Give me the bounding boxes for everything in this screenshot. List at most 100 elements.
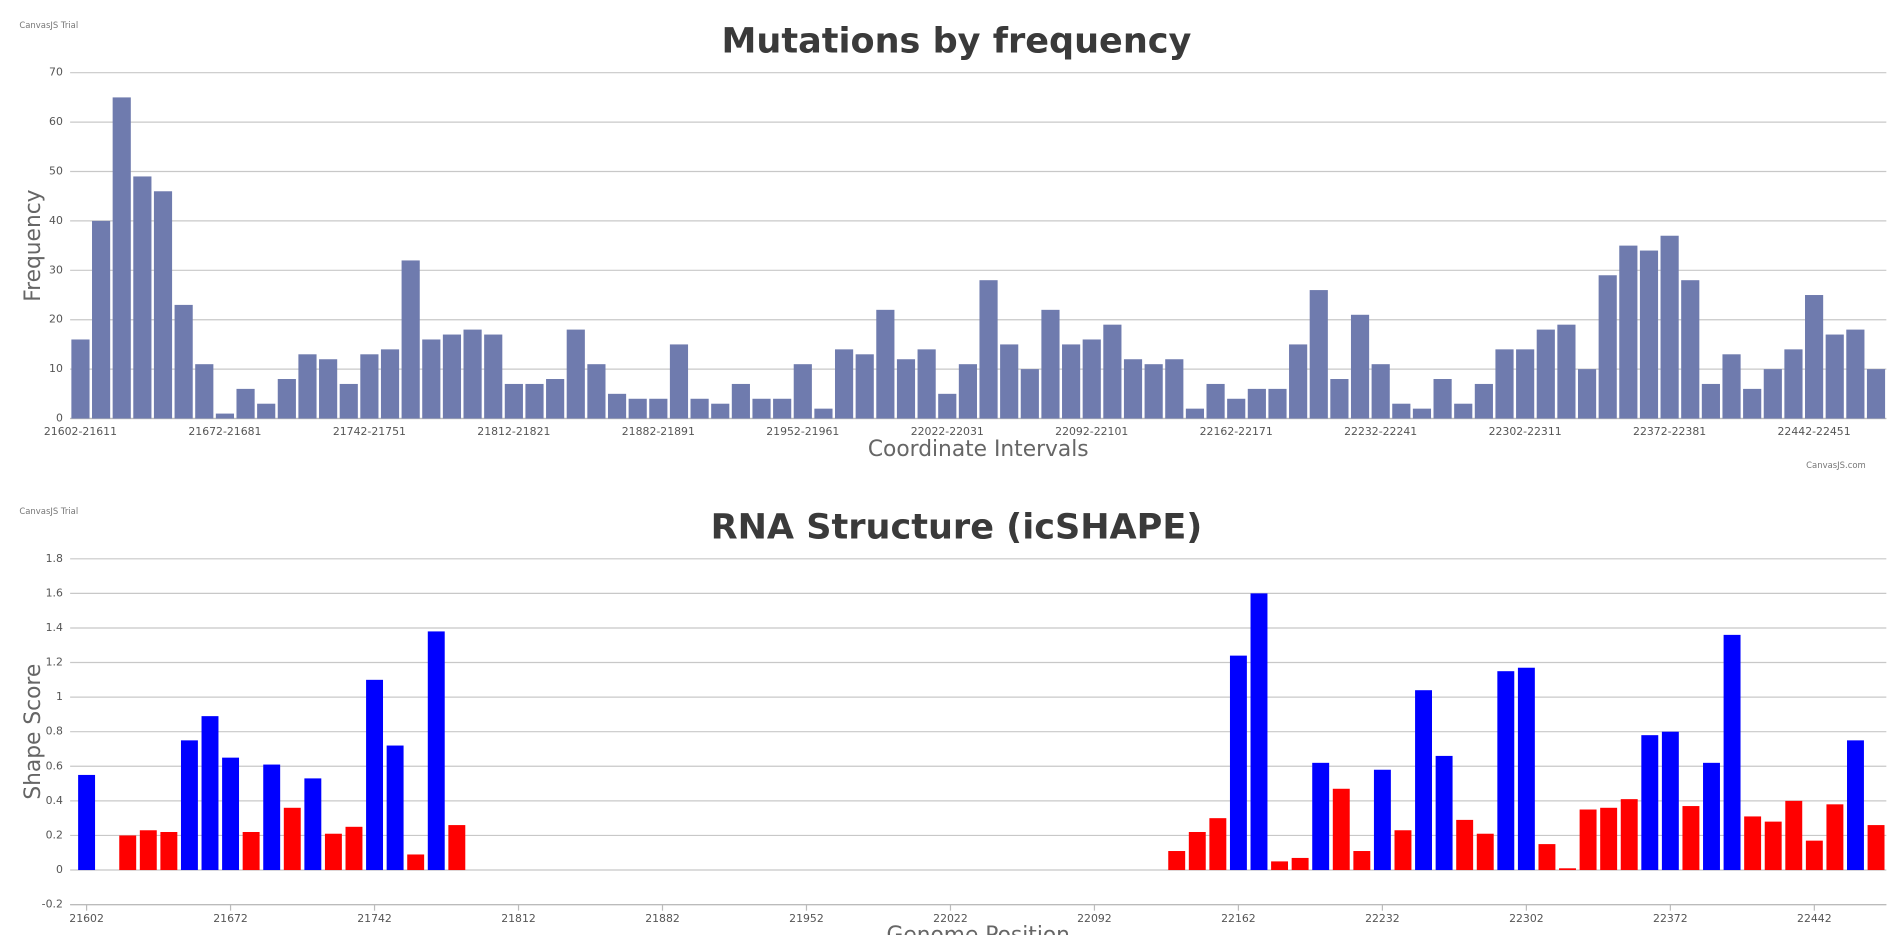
x-axis-title: Genome Position (886, 923, 1070, 935)
bar (1600, 807, 1618, 871)
bar (1456, 819, 1474, 871)
bar (298, 354, 317, 419)
y-tick-label: 0 (56, 863, 63, 876)
y-tick-label: 0.2 (46, 828, 63, 841)
x-tick-label: 21602-21611 (44, 425, 117, 438)
bar (304, 778, 322, 871)
bar (1598, 275, 1617, 419)
bar (1353, 851, 1371, 871)
bar (401, 260, 420, 419)
x-tick-label: 21882-21891 (622, 425, 695, 438)
bar (1826, 804, 1844, 871)
bar (119, 835, 137, 871)
bar (407, 854, 425, 871)
bar (1330, 379, 1349, 419)
bar (222, 757, 240, 871)
bar (1764, 821, 1782, 871)
bar (1020, 369, 1039, 419)
bar (1371, 364, 1390, 419)
bar (938, 393, 957, 419)
x-tick-label: 21672 (213, 912, 248, 925)
bar (1661, 731, 1679, 871)
bar (92, 220, 111, 419)
x-tick-label: 21742 (357, 912, 392, 925)
bar (1312, 762, 1330, 871)
x-tick-label: 22372-22381 (1633, 425, 1706, 438)
y-tick-label: 30 (49, 263, 63, 276)
x-tick-label: 21812 (501, 912, 536, 925)
credit: CanvasJS.com (1806, 460, 1866, 470)
bar (422, 339, 441, 419)
bar (1209, 818, 1227, 871)
x-tick-label: 22442 (1797, 912, 1832, 925)
bar (1123, 359, 1143, 419)
bar (1743, 388, 1762, 419)
x-tick-label: 22232-22241 (1344, 425, 1417, 438)
bar (215, 413, 235, 419)
bar (504, 383, 523, 419)
bar (78, 774, 96, 871)
bar (1846, 329, 1865, 419)
bar (607, 393, 627, 419)
bar (1435, 755, 1453, 871)
y-tick-label: 10 (49, 362, 63, 375)
y-tick-label: -0.2 (42, 898, 63, 911)
x-tick-label: 21952 (789, 912, 824, 925)
bar (380, 349, 400, 419)
bar (442, 334, 462, 419)
bar (1103, 324, 1122, 419)
bar (1289, 344, 1308, 419)
x-tick-label: 22232 (1365, 912, 1400, 925)
bar (71, 339, 90, 419)
y-tick-label: 60 (49, 115, 63, 128)
bar (1206, 383, 1225, 419)
bar (752, 398, 771, 419)
bar (979, 280, 998, 419)
bar (139, 830, 157, 871)
bar (628, 398, 647, 419)
bar (1639, 250, 1659, 419)
bar (386, 745, 404, 871)
bar (160, 831, 178, 871)
x-tick-label: 21602 (69, 912, 104, 925)
bar (1641, 735, 1659, 871)
bar (1247, 388, 1266, 419)
bar (1825, 334, 1844, 419)
bar (1350, 314, 1370, 419)
bar (1703, 762, 1720, 871)
bar (1415, 690, 1433, 871)
bar (112, 97, 131, 419)
bar (1433, 379, 1452, 419)
x-tick-label: 21882 (645, 912, 680, 925)
y-tick-label: 1 (56, 690, 63, 703)
bar (958, 364, 977, 419)
bar (283, 807, 301, 871)
bar (1412, 408, 1432, 419)
chart-title: RNA Structure (icSHAPE) (711, 507, 1203, 548)
bar (1188, 831, 1206, 871)
bar (1394, 830, 1412, 871)
bar (277, 379, 296, 419)
bar (1041, 309, 1060, 419)
bar (484, 334, 503, 419)
bar (1557, 324, 1576, 419)
bar (1144, 364, 1163, 419)
y-tick-label: 20 (49, 313, 63, 326)
bar (1723, 634, 1741, 871)
bar (1497, 671, 1515, 871)
watermark: CanvasJS Trial (19, 506, 78, 516)
bar (133, 176, 152, 419)
bar (1538, 844, 1556, 871)
bar (669, 344, 689, 419)
bar (1559, 868, 1576, 871)
bar (1454, 403, 1473, 419)
y-tick-label: 0.4 (46, 794, 63, 807)
bar (1763, 369, 1782, 419)
bar (917, 349, 936, 419)
bar (711, 403, 730, 419)
x-tick-label: 22442-22451 (1778, 425, 1851, 438)
bar (896, 359, 916, 419)
bar (1082, 339, 1101, 419)
y-tick-label: 40 (49, 214, 63, 227)
bar (1516, 349, 1535, 419)
